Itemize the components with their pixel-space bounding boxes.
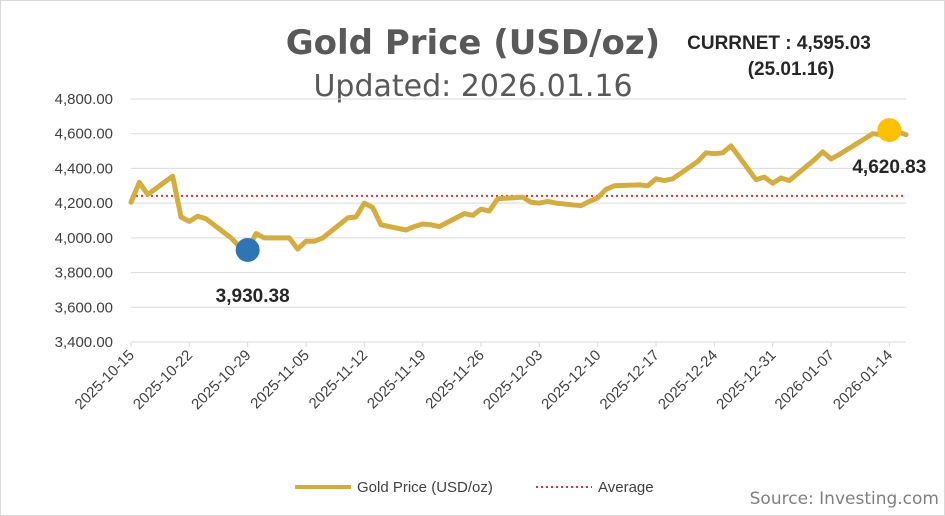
min-point-label: 3,930.38 bbox=[216, 286, 290, 307]
x-tick-label: 2025-12-24 bbox=[655, 347, 721, 413]
x-tick-label: 2025-12-31 bbox=[713, 347, 779, 413]
y-tick-label: 4,200.00 bbox=[55, 195, 113, 212]
y-tick-label: 4,000.00 bbox=[55, 230, 113, 247]
x-tick-label: 2025-10-15 bbox=[72, 347, 138, 413]
chart-title: Gold Price (USD/oz) bbox=[286, 23, 660, 63]
x-tick-label: 2025-12-03 bbox=[480, 347, 546, 413]
gold-price-line bbox=[128, 127, 909, 253]
chart-subtitle: Updated: 2026.01.16 bbox=[313, 69, 632, 104]
max-point-marker bbox=[877, 118, 902, 143]
legend-average-label: Average bbox=[598, 479, 654, 496]
legend: Gold Price (USD/oz) Average bbox=[295, 479, 654, 496]
source-label: Source: Investing.com bbox=[750, 489, 939, 509]
max-point-label: 4,620.83 bbox=[852, 157, 926, 178]
marker-group: 3,930.38 4,620.83 bbox=[216, 118, 926, 307]
x-tick-label: 2026-01-07 bbox=[772, 347, 838, 413]
current-date-label: (25.01.16) bbox=[748, 59, 835, 80]
x-tick-label: 2025-12-10 bbox=[538, 347, 604, 413]
y-tick-label: 4,600.00 bbox=[55, 126, 113, 143]
x-axis-ticks: 2025-10-152025-10-222025-10-292025-11-05… bbox=[72, 342, 896, 413]
legend-series-label: Gold Price (USD/oz) bbox=[357, 479, 493, 496]
y-tick-label: 3,800.00 bbox=[55, 265, 113, 282]
y-tick-label: 3,400.00 bbox=[55, 334, 113, 351]
x-tick-label: 2025-10-22 bbox=[130, 347, 196, 413]
y-tick-label: 4,400.00 bbox=[55, 160, 113, 177]
x-tick-label: 2025-12-17 bbox=[597, 347, 663, 413]
y-tick-label: 4,800.00 bbox=[55, 91, 113, 108]
x-tick-label: 2025-11-12 bbox=[306, 347, 371, 412]
series-group bbox=[128, 127, 909, 253]
x-tick-label: 2025-11-19 bbox=[364, 347, 429, 412]
y-tick-label: 3,600.00 bbox=[55, 299, 113, 316]
y-axis-ticks: 3,400.00 3,600.00 3,800.00 4,000.00 4,200.00… bbox=[55, 91, 113, 351]
current-price-label: CURRNET : 4,595.03 bbox=[687, 33, 871, 54]
x-tick-label: 2025-11-26 bbox=[422, 347, 487, 412]
min-point-marker bbox=[235, 237, 260, 262]
x-tick-label: 2025-11-05 bbox=[247, 347, 312, 412]
x-tick-label: 2026-01-14 bbox=[830, 347, 896, 413]
x-tick-label: 2025-10-29 bbox=[188, 347, 254, 413]
